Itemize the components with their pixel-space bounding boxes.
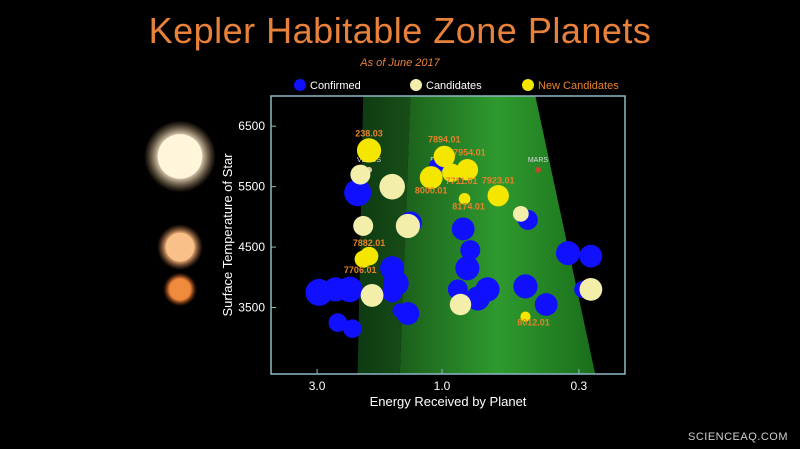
confirmed-point [337,276,363,303]
y-tick-label: 6500 [238,119,265,133]
y-tick-label: 4500 [238,240,265,254]
new-candidate-label: 8174.01 [452,202,485,212]
confirmed-point [460,240,481,261]
confirmed-point [534,293,558,316]
legend-label: Confirmed [310,80,361,92]
new-candidate-label: 7706.01 [344,265,377,275]
legend-marker [294,79,306,91]
confirmed-point [513,274,538,299]
plot-frame [270,95,626,375]
confirmed-point [396,302,420,325]
legend-marker [522,79,534,91]
confirmed-point [344,179,372,207]
new-candidates-point [456,159,479,181]
candidates-point [350,164,371,185]
confirmed-point [343,319,362,338]
confirmed-point [475,277,500,302]
new-candidates-point [359,246,379,266]
reference-planet-dot [534,166,541,173]
x-tick-label: 1.0 [434,379,451,393]
new-candidates-point [442,163,461,183]
new-candidate-label: 7711.01 [445,176,477,186]
new-candidates-point [458,192,471,205]
chart-title: Kepler Habitable Zone Planets [148,10,652,51]
star-disc [169,278,191,300]
new-candidate-label: 7882.01 [353,238,386,248]
new-candidates-point [520,311,531,322]
new-candidates-point [487,185,509,207]
confirmed-point [455,256,480,281]
new-candidates-point [433,145,456,168]
watermark: SCIENCEAQ.COM [687,431,788,443]
confirmed-point [579,244,603,268]
planet-points [305,138,603,338]
new-candidate-label: 7954.01 [453,148,486,158]
y-axis-label: Surface Temperature of Star [220,153,235,317]
confirmed-point [383,270,409,297]
x-tick-label: 3.0 [309,379,326,393]
x-axis-label: Energy Received by Planet [370,394,527,409]
candidates-point [379,173,405,200]
new-candidate-labels: 238.03 8000.01 7894.01 7711.01 8174.01 7954.0… [344,128,550,327]
new-candidate-label: 8000.01 [415,186,448,196]
new-candidate-label: 8012.01 [517,318,550,328]
candidates-point [579,277,603,301]
star-disc [157,134,203,179]
candidates-point [512,205,529,222]
y-tick-label: 5500 [238,180,265,194]
candidates-point [395,213,420,239]
legend-label: Candidates [426,80,482,92]
reference-planet-label: MARS [528,157,549,164]
x-tick-label: 0.3 [571,379,588,393]
new-candidate-label: 7894.01 [428,134,461,144]
axes: 3500 4500 5500 6500 3.0 1.0 0.3 [238,119,587,393]
legend-marker [410,79,422,91]
new-candidates-point [419,166,443,189]
new-candidates-point [356,138,382,163]
legend: Confirmed Candidates New Candidates [294,79,619,92]
y-tick-label: 3500 [238,301,265,315]
star-size-legend [144,120,216,307]
confirmed-point [328,313,348,332]
star-disc [165,232,195,262]
new-candidate-label: 238.03 [355,128,383,138]
legend-label: New Candidates [538,80,619,92]
confirmed-point [451,217,475,241]
new-candidate-label: 7923.01 [482,176,515,186]
chart-subtitle: As of June 2017 [360,57,440,69]
candidates-point [353,215,374,236]
confirmed-point [555,241,581,266]
candidates-point [449,293,472,316]
candidates-point [360,284,384,307]
